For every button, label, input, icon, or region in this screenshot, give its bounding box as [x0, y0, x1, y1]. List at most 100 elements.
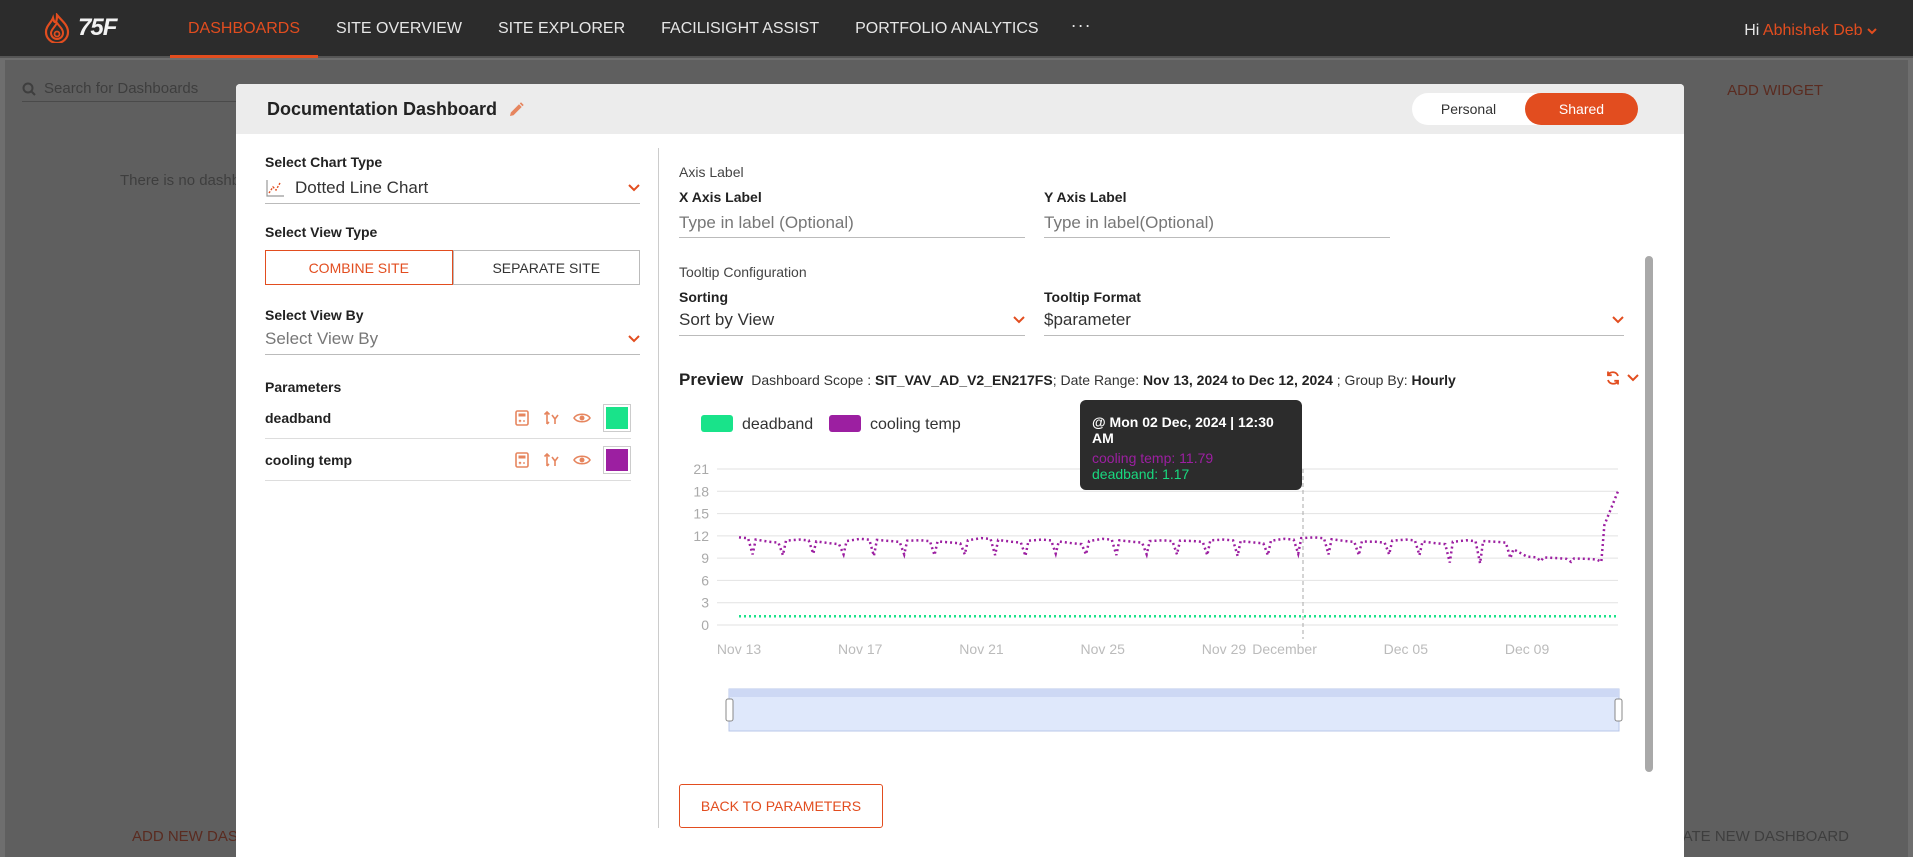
view-by-placeholder: Select View By: [265, 328, 379, 348]
left-config-panel: Select Chart Type Dotted Line Chart Sele…: [265, 154, 640, 481]
parameter-name: cooling temp: [265, 451, 353, 468]
axis-label-section: Axis Label: [679, 164, 744, 180]
more-menu-icon[interactable]: ···: [1070, 14, 1092, 35]
tooltip-format-select[interactable]: $parameter: [1044, 304, 1624, 336]
scope-label: Dashboard Scope :: [751, 372, 872, 388]
x-tick-label: Nov 25: [1081, 641, 1126, 657]
preview-header: Preview Dashboard Scope : SIT_VAV_AD_V2_…: [679, 370, 1639, 390]
legend-item-deadband[interactable]: deadband: [701, 415, 813, 433]
nav-item-dashboards[interactable]: DASHBOARDS: [170, 0, 319, 58]
x-tick-label: December: [1252, 641, 1317, 657]
toggle-shared[interactable]: Shared: [1525, 93, 1638, 125]
user-name: Abhishek Deb: [1762, 22, 1863, 39]
calculator-icon[interactable]: [513, 451, 531, 469]
search-icon: [22, 82, 36, 96]
sorting-value: Sort by View: [679, 309, 775, 329]
logo[interactable]: 75F: [42, 13, 117, 43]
view-type-label: Select View Type: [265, 224, 378, 240]
edit-pencil-icon[interactable]: [507, 101, 525, 119]
preview-title: Preview: [679, 370, 744, 389]
view-by-label: Select View By: [265, 307, 364, 323]
user-greeting: Hi Abhishek Deb: [1744, 22, 1877, 40]
y-tick-label: 12: [693, 528, 709, 544]
create-new-dashboard-button: ATE NEW DASHBOARD: [1682, 828, 1849, 845]
legend: deadband cooling temp: [701, 415, 961, 433]
chart-type-select[interactable]: Dotted Line Chart: [265, 172, 640, 204]
x-axis-label: X Axis Label: [679, 189, 762, 205]
modal-title: Documentation Dashboard: [267, 99, 525, 120]
eye-icon[interactable]: [573, 409, 591, 427]
color-swatch[interactable]: [603, 403, 631, 432]
range-navigator[interactable]: [725, 688, 1623, 732]
nav-item-site-overview[interactable]: SITE OVERVIEW: [336, 20, 462, 37]
modal-scrollbar[interactable]: [1645, 256, 1653, 772]
sorting-label: Sorting: [679, 289, 728, 305]
chevron-down-icon: [1013, 315, 1025, 323]
refresh-icon[interactable]: [1605, 370, 1621, 386]
y-tick-label: 6: [701, 572, 709, 588]
sorting-select[interactable]: Sort by View: [679, 304, 1025, 336]
x-tick-label: Dec 09: [1505, 641, 1550, 657]
modal-header: Documentation Dashboard Personal Shared: [236, 84, 1684, 134]
x-tick-label: Dec 05: [1384, 641, 1429, 657]
view-by-select[interactable]: Select View By: [265, 323, 640, 355]
y-axis-label: Y Axis Label: [1044, 189, 1127, 205]
eye-icon[interactable]: [573, 451, 591, 469]
axis-assign-icon[interactable]: [543, 409, 561, 427]
tooltip-format-value: $parameter: [1044, 309, 1131, 329]
combine-site-button[interactable]: COMBINE SITE: [265, 250, 453, 285]
y-tick-label: 0: [701, 617, 709, 633]
nav-item-site-explorer[interactable]: SITE EXPLORER: [497, 20, 626, 37]
x-axis-input[interactable]: [679, 208, 1025, 238]
swatch-fill: [606, 448, 628, 471]
add-new-dashboard-button: ADD NEW DAS: [132, 828, 238, 845]
tooltip-deadband: deadband: 1.17: [1092, 466, 1190, 482]
parameter-row: deadband: [265, 397, 631, 439]
chart-type-value: Dotted Line Chart: [295, 177, 429, 197]
chart-type-label: Select Chart Type: [265, 154, 383, 170]
logo-text: 75F: [78, 14, 117, 41]
navigator-left-handle[interactable]: [725, 698, 734, 722]
x-tick-label: Nov 13: [717, 641, 762, 657]
parameter-row: cooling temp: [265, 439, 631, 481]
chevron-down-icon: [1612, 315, 1624, 323]
line-chart-icon: [266, 179, 284, 197]
y-tick-label: 3: [701, 595, 709, 611]
axis-assign-icon[interactable]: [543, 451, 561, 469]
greeting-text: Hi: [1744, 22, 1760, 39]
back-to-parameters-button[interactable]: BACK TO PARAMETERS: [679, 784, 883, 828]
y-axis-input[interactable]: [1044, 208, 1390, 238]
toggle-personal[interactable]: Personal: [1440, 101, 1497, 117]
group-value: Hourly: [1411, 372, 1456, 388]
series-line-cooling-temp: [738, 490, 1620, 564]
user-menu[interactable]: Abhishek Deb: [1763, 22, 1877, 39]
tooltip-config-section: Tooltip Configuration: [679, 264, 807, 280]
preview-meta: Dashboard Scope : SIT_VAV_AD_V2_EN217FS;…: [751, 372, 1456, 388]
logo-flame-icon: [44, 13, 70, 43]
scope-value: SIT_VAV_AD_V2_EN217FS: [875, 372, 1053, 388]
empty-dashboard-text: There is no dashb: [120, 172, 241, 189]
navigator-right-handle[interactable]: [1614, 698, 1623, 722]
chevron-down-icon: [628, 183, 640, 191]
legend-label-cooling-temp: cooling temp: [870, 416, 961, 433]
nav-item-facilisight-assist[interactable]: FACILISIGHT ASSIST: [661, 20, 820, 37]
separate-site-button[interactable]: SEPARATE SITE: [452, 250, 640, 285]
navigator-handle-top: [729, 689, 1619, 697]
legend-item-cooling-temp[interactable]: cooling temp: [829, 415, 961, 433]
nav-item-portfolio-analytics[interactable]: PORTFOLIO ANALYTICS: [855, 20, 1039, 37]
panel-divider: [658, 148, 659, 828]
parameters-label: Parameters: [265, 379, 342, 395]
range-value: Nov 13, 2024 to Dec 12, 2024: [1142, 372, 1333, 388]
group-label: ; Group By:: [1336, 372, 1408, 388]
chart-grid: [717, 468, 1618, 626]
preview-chart[interactable]: deadband cooling temp 0 3 6 9 12 15 18 21 Nov 1…: [679, 399, 1639, 769]
legend-label-deadband: deadband: [742, 416, 813, 433]
color-swatch[interactable]: [603, 445, 631, 474]
chart-tooltip: @ Mon 02 Dec, 2024 | 12:30 AM cooling te…: [1080, 400, 1302, 490]
x-tick-label: Nov 17: [838, 641, 883, 657]
visibility-toggle: Personal Shared: [1412, 93, 1638, 125]
chevron-down-icon[interactable]: [1627, 370, 1639, 386]
calculator-icon[interactable]: [513, 409, 531, 427]
legend-swatch-cooling-temp: [829, 415, 861, 432]
x-tick-label: Nov 21: [959, 641, 1004, 657]
